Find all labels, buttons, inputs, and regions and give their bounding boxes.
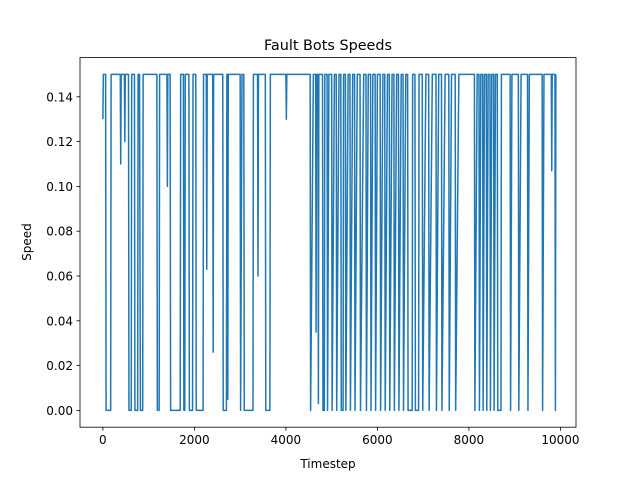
y-tick-label: 0.06 [46,270,73,284]
y-tick-label: 0.04 [46,314,73,328]
y-tick-label: 0.10 [46,180,73,194]
y-tick-label: 0.12 [46,135,73,149]
data-line [102,73,557,412]
x-tick-label: 10000 [541,433,579,447]
x-tick-label: 2000 [179,433,210,447]
y-tick-label: 0.08 [46,225,73,239]
x-tick-label: 6000 [362,433,393,447]
axes-frame [79,57,577,428]
y-tick-label: 0.02 [46,359,73,373]
x-tick-label: 4000 [271,433,302,447]
chart-title: Fault Bots Speeds [264,38,392,54]
x-tick-label: 0 [99,433,107,447]
y-tick-label: 0.14 [46,90,73,104]
x-axis-label: Timestep [299,457,355,471]
y-axis-label: Speed [20,223,34,261]
x-tick-label: 8000 [454,433,485,447]
y-tick-label: 0.00 [46,404,73,418]
